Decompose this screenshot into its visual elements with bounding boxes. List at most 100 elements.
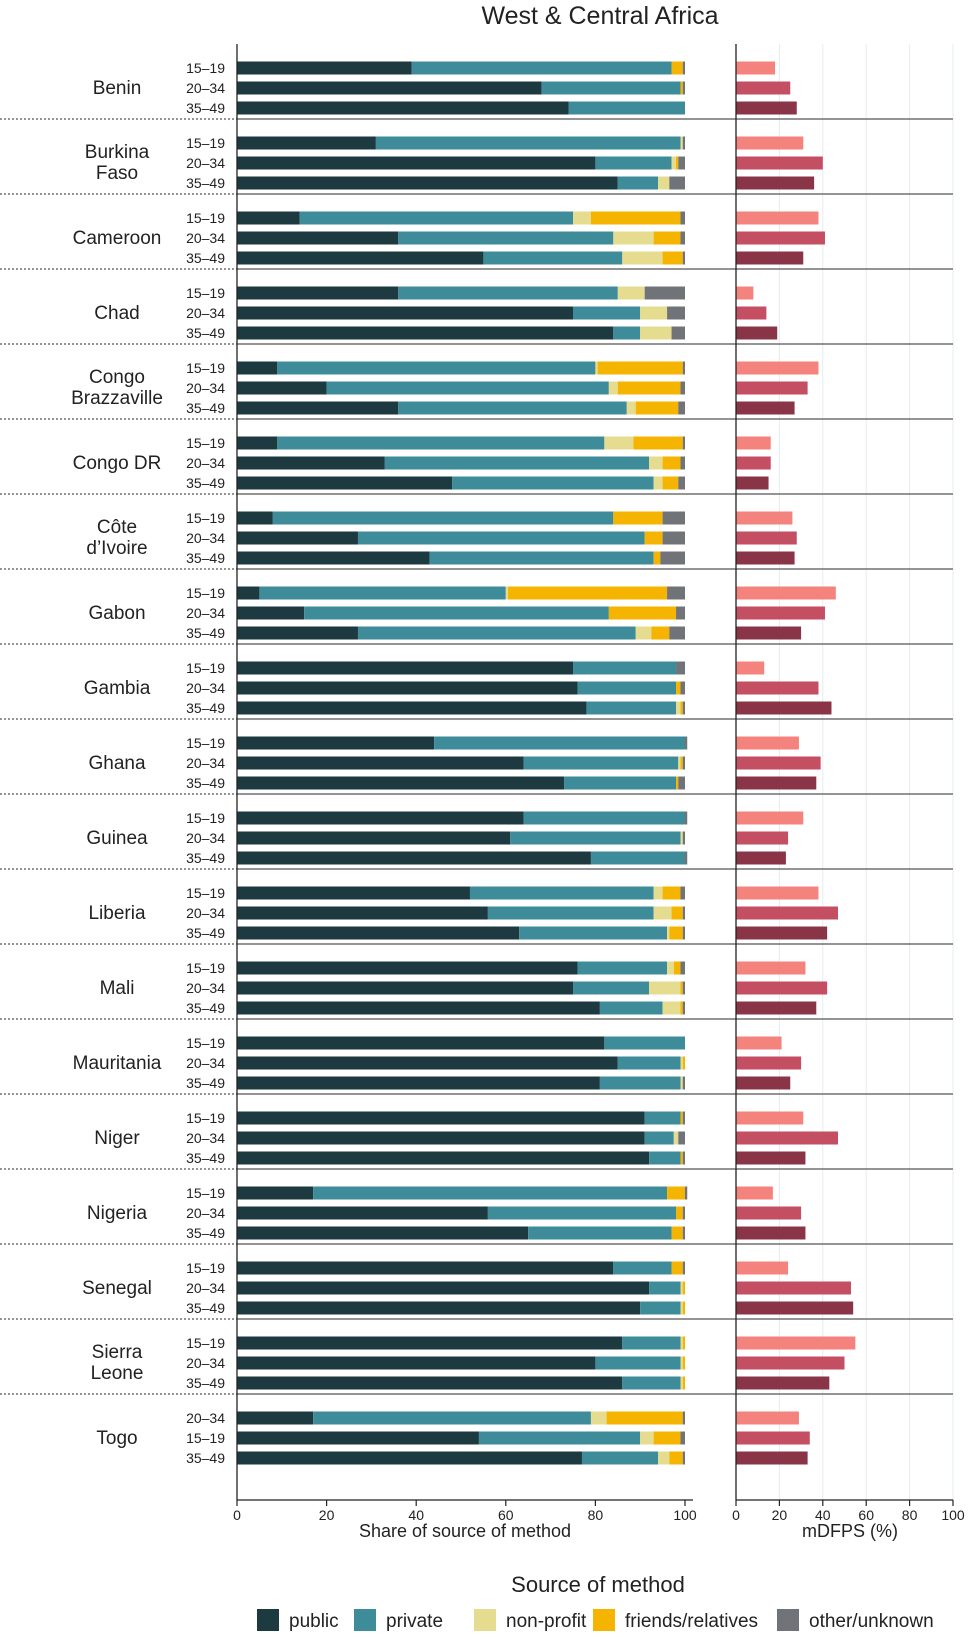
bar-segment-other [682,61,685,75]
bar-segment-other [685,736,688,750]
bar-segment-public [237,701,587,715]
bar-segment-friends [682,1281,685,1295]
bar-segment-friends [653,1431,681,1445]
bar-segment-public [237,981,573,995]
mdfps-bars [736,61,856,1465]
country-label: Nigeria [87,1203,148,1224]
legend-swatch-public [257,1609,279,1631]
legend-label-nonprofit: non-profit [506,1611,587,1632]
mdfps-bar [736,926,828,940]
bar-segment-nonprofit [653,906,672,920]
bar-segment-friends [680,701,683,715]
country-label: Liberia [88,903,145,924]
mdfps-bar [736,1356,845,1370]
bar-segment-nonprofit [635,626,652,640]
bar-segment-nonprofit [680,831,683,845]
mdfps-bar [736,1036,782,1050]
bar-segment-nonprofit [608,381,618,395]
bar-segment-public [237,1376,623,1390]
bar-segment-private [483,251,623,265]
bar-segment-public [237,1226,529,1240]
mdfps-bar [736,606,825,620]
bar-segment-other [682,756,685,770]
age-group-label: 20–34 [186,80,225,96]
bar-segment-friends [662,886,681,900]
bar-segment-nonprofit [667,961,674,975]
bar-segment-friends [662,476,679,490]
bar-segment-private [523,811,685,825]
legend-swatch-private [354,1609,376,1631]
bar-segment-friends [682,1376,685,1390]
age-group-label: 35–49 [186,475,225,491]
bar-segment-nonprofit [658,1451,670,1465]
bar-segment-public [237,1151,650,1165]
bar-segment-private [259,586,506,600]
bar-segment-other [680,1431,685,1445]
bar-segment-nonprofit [640,1431,654,1445]
mdfps-bar [736,1451,808,1465]
country-label: Congo [89,367,145,388]
age-group-label: 20–34 [186,980,225,996]
bar-segment-friends [669,1451,683,1465]
bar-segment-friends [651,626,670,640]
age-group-label: 15–19 [186,735,225,751]
bar-segment-friends [676,156,679,170]
bar-segment-other [667,586,685,600]
bar-segment-private [452,476,654,490]
mdfps-bar [736,981,828,995]
bar-segment-public [237,1431,479,1445]
mdfps-bar [736,811,804,825]
left-x-tick-label: 80 [588,1507,604,1523]
mdfps-bar [736,156,823,170]
bar-segment-other [682,831,685,845]
mdfps-bar [736,1226,806,1240]
bar-segment-public [237,101,569,115]
bar-segment-other [678,401,685,415]
bar-segment-nonprofit [680,1076,683,1090]
age-group-label: 15–19 [186,1035,225,1051]
bar-segment-private [644,1111,681,1125]
bar-segment-other [669,176,685,190]
bar-segment-nonprofit [680,136,683,150]
bar-segment-other [680,381,685,395]
bar-segment-public [237,476,453,490]
legend-swatch-friends [593,1609,615,1631]
bar-segment-public [237,176,618,190]
country-label: Mali [100,978,135,999]
bar-segment-nonprofit [590,1411,607,1425]
bar-segment-public [237,851,591,865]
bar-segment-private [375,136,681,150]
bar-segment-public [237,1001,600,1015]
bar-segment-other [662,531,685,545]
right-x-tick-label: 80 [902,1507,918,1523]
bar-segment-nonprofit [658,176,670,190]
mdfps-bar [736,1206,802,1220]
right-x-tick-label: 40 [815,1507,831,1523]
bar-segment-private [649,1151,681,1165]
bar-segment-friends [671,1226,683,1240]
bar-segment-private [313,1186,668,1200]
country-label: Chad [94,303,139,324]
bar-segment-public [237,961,578,975]
age-group-label: 35–49 [186,925,225,941]
mdfps-bar [736,436,771,450]
age-group-label: 15–19 [186,585,225,601]
age-group-label: 15–19 [186,1185,225,1201]
left-x-tick-label: 0 [233,1507,241,1523]
age-group-label: 35–49 [186,1225,225,1241]
country-label: Mauritania [73,1053,162,1074]
mdfps-bar [736,531,797,545]
country-label: Burkina [85,142,150,163]
bar-segment-private [581,1451,659,1465]
bar-segment-private [384,456,650,470]
mdfps-bar [736,1301,854,1315]
age-group-label: 20–34 [186,230,225,246]
mdfps-bar [736,81,791,95]
bar-segment-other [682,1411,685,1425]
bar-segment-friends [653,231,681,245]
age-group-label: 20–34 [186,680,225,696]
bar-segment-public [237,1411,314,1425]
mdfps-bar [736,1001,817,1015]
bar-segment-other [678,476,685,490]
age-group-label: 35–49 [186,1075,225,1091]
